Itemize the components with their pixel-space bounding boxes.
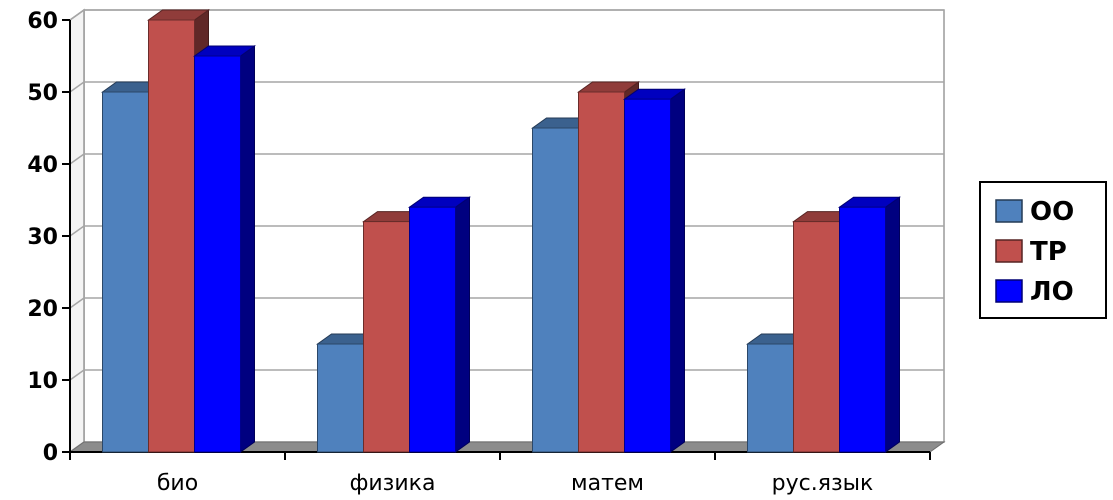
gridline-side [69, 9, 85, 21]
legend-label: ТР [1030, 237, 1067, 267]
y-tick-label: 10 [27, 369, 58, 394]
x-tick-label: матем [571, 471, 644, 496]
bar-front [363, 221, 410, 453]
bar-side [670, 88, 685, 453]
bar-front [793, 221, 840, 453]
y-tick-label: 40 [27, 153, 58, 178]
bar-side [240, 45, 255, 453]
y-tick-label: 30 [27, 225, 58, 250]
x-tick-label: рус.язык [772, 471, 874, 496]
legend-swatch [995, 279, 1023, 303]
legend-label: ОО [1030, 197, 1074, 227]
gridline-side [69, 297, 85, 309]
bar-front [624, 98, 671, 453]
bar-front [317, 343, 364, 453]
bar-front [532, 127, 579, 453]
x-tick-label: физика [350, 471, 436, 496]
y-axis: 0 10 20 30 40 50 60 [27, 9, 71, 466]
bar [837, 196, 902, 453]
gridline-side [69, 225, 85, 237]
bar-front [194, 55, 241, 453]
gridline-side [69, 81, 85, 93]
bar-front [409, 206, 456, 453]
bar-front [148, 19, 195, 453]
bars [100, 9, 902, 453]
y-tick-label: 60 [27, 9, 58, 34]
legend-label: ЛО [1030, 277, 1074, 307]
gridline-side [69, 369, 85, 381]
bar-side [455, 196, 470, 453]
legend-swatch [995, 239, 1023, 263]
bar [622, 88, 687, 453]
bar-front [578, 91, 625, 453]
gridline-side [69, 153, 85, 165]
bar-front [839, 206, 886, 453]
bar [192, 45, 257, 453]
legend: ОО ТР ЛО [979, 181, 1107, 319]
x-axis: био физика матем рус.язык [69, 451, 931, 496]
bar [407, 196, 472, 453]
bar-front [747, 343, 794, 453]
legend-swatch [995, 199, 1023, 223]
bar-side [885, 196, 900, 453]
x-tick-label: био [157, 471, 198, 496]
y-tick-label: 20 [27, 297, 58, 322]
y-tick-label: 50 [27, 81, 58, 106]
y-tick-label: 0 [43, 441, 58, 466]
bar-front [102, 91, 149, 453]
